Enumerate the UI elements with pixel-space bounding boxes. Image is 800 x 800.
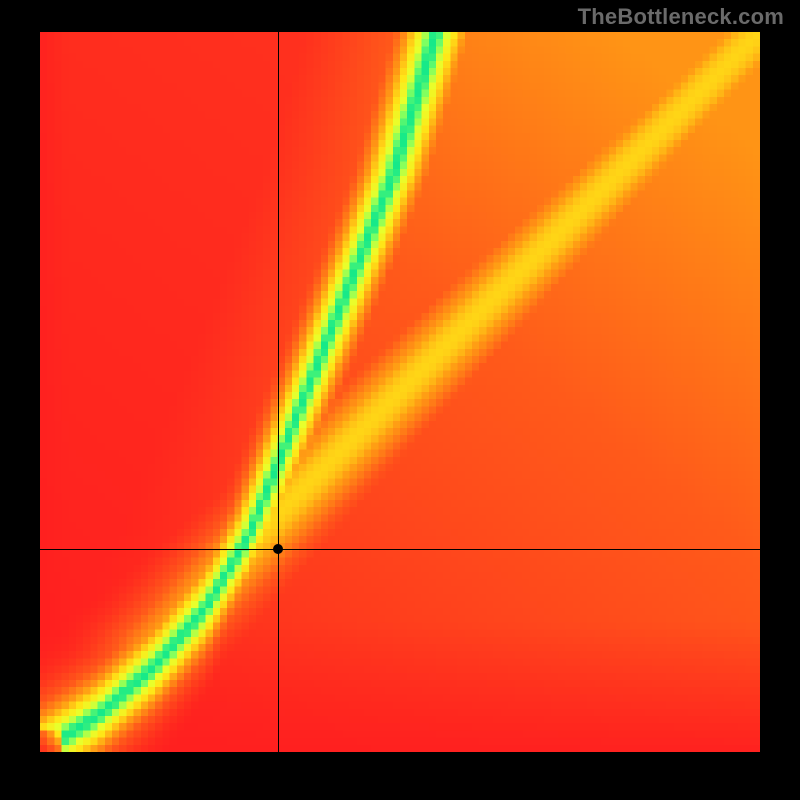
crosshair-marker-dot [273, 544, 283, 554]
heatmap-plot [40, 32, 760, 752]
watermark-text: TheBottleneck.com [578, 4, 784, 30]
heatmap-canvas [40, 32, 760, 752]
crosshair-horizontal [40, 549, 760, 550]
crosshair-vertical [278, 32, 279, 752]
